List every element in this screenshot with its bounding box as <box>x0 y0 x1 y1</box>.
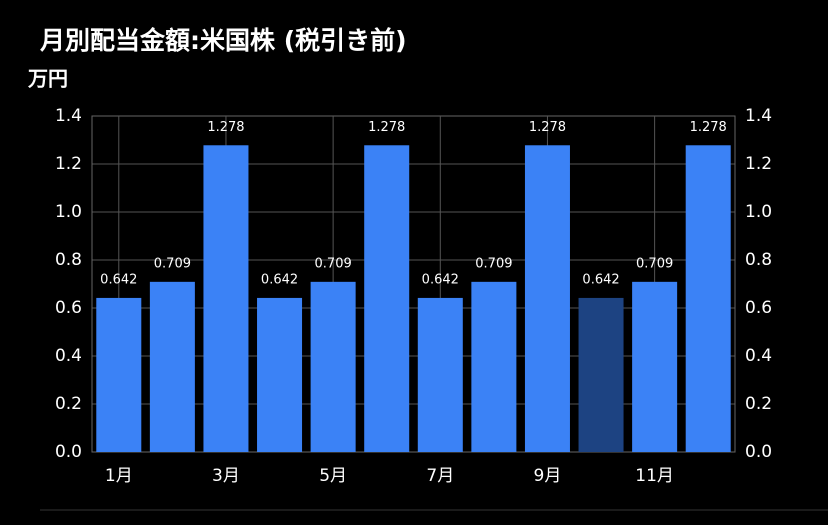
x-tick-label: 7月 <box>426 466 454 486</box>
plot-frame <box>91 115 736 453</box>
y-tick-label: 0.8 <box>55 250 82 270</box>
value-label: 0.709 <box>154 256 191 271</box>
chart-title: 月別配当金額:米国株 (税引き前) <box>39 26 407 55</box>
value-label: 0.642 <box>261 272 298 287</box>
x-tick-label: 9月 <box>534 466 562 486</box>
value-label: 1.278 <box>368 120 405 135</box>
y2-tick-label: 1.2 <box>745 154 772 174</box>
y2-tick-label: 1.4 <box>745 106 772 126</box>
value-label: 0.709 <box>315 256 352 271</box>
value-label: 1.278 <box>529 120 566 135</box>
value-label: 0.642 <box>100 272 137 287</box>
bar <box>471 281 517 452</box>
value-label: 0.709 <box>636 256 673 271</box>
x-tick-label: 3月 <box>212 466 240 486</box>
value-label: 0.642 <box>582 272 619 287</box>
bar <box>310 281 356 452</box>
y2-tick-label: 0.4 <box>745 346 772 366</box>
y-tick-label: 0.2 <box>55 394 82 414</box>
bar <box>578 297 624 452</box>
y-tick-label: 0.0 <box>55 442 82 462</box>
bar <box>685 145 731 452</box>
bar <box>632 281 678 452</box>
y2-tick-label: 1.0 <box>745 202 772 222</box>
y2-tick-label: 0.0 <box>745 442 772 462</box>
y2-tick-label: 0.2 <box>745 394 772 414</box>
y-tick-label: 1.0 <box>55 202 82 222</box>
y-tick-label: 1.2 <box>55 154 82 174</box>
y-axis-label: 万円 <box>27 67 68 91</box>
y2-tick-label: 0.6 <box>745 298 772 318</box>
x-tick-label: 11月 <box>635 466 674 486</box>
y2-tick-label: 0.8 <box>745 250 772 270</box>
bar <box>417 297 463 452</box>
value-label: 1.278 <box>207 120 244 135</box>
bar <box>364 145 410 452</box>
bar <box>96 297 142 452</box>
x-tick-label: 1月 <box>105 466 133 486</box>
value-label: 0.709 <box>475 256 512 271</box>
value-label: 1.278 <box>690 120 727 135</box>
bar <box>524 145 570 452</box>
bar <box>257 297 303 452</box>
value-label: 0.642 <box>422 272 459 287</box>
y-tick-label: 1.4 <box>55 106 82 126</box>
bar <box>203 145 249 452</box>
y-tick-label: 0.4 <box>55 346 82 366</box>
y-tick-label: 0.6 <box>55 298 82 318</box>
x-tick-label: 5月 <box>319 466 347 486</box>
bar <box>149 281 195 452</box>
